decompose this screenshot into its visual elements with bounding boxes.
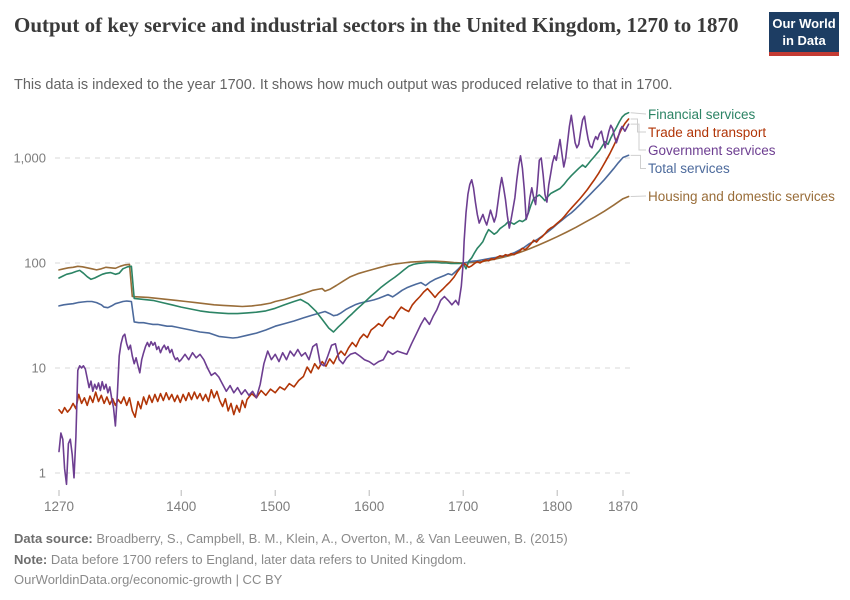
chart-subtitle: This data is indexed to the year 1700. I… [14,77,673,93]
y-tick-label: 1 [39,466,46,481]
owid-logo-line1: Our World [772,16,836,31]
chart-title: Output of key service and industrial sec… [14,13,739,37]
footer-note-line: Note: Data before 1700 refers to England… [14,550,568,571]
footer-note-label: Note: [14,551,48,567]
footer-note-text: Data before 1700 refers to England, late… [47,551,467,567]
footer-source-label: Data source: [14,531,93,546]
series-line-housing-and-domestic-services[interactable] [58,195,630,308]
series-line-financial-services[interactable] [58,111,630,333]
x-tick-label: 1600 [354,499,384,514]
x-tick-label: 1870 [608,499,638,514]
legend-connector [630,154,646,169]
x-tick-label: 1400 [166,499,196,514]
owid-logo: Our World in Data [769,12,839,56]
footer: Data source: Broadberry, S., Campbell, B… [14,529,568,591]
legend-connector [630,123,646,151]
footer-source-text: Broadberry, S., Campbell, B. M., Klein, … [92,531,568,546]
owid-logo-line2: in Data [782,32,826,48]
x-tick-label: 1800 [542,499,572,514]
footer-source-line: Data source: Broadberry, S., Campbell, B… [14,529,568,550]
y-tick-label: 1,000 [13,151,46,166]
y-tick-label: 100 [24,256,46,271]
x-tick-label: 1500 [260,499,290,514]
legend-connector [630,118,646,133]
x-tick-label: 1700 [448,499,478,514]
footer-citation[interactable]: OurWorldinData.org/economic-growth | CC … [14,572,283,588]
legend-connector [630,112,647,115]
series-line-government-services[interactable] [58,114,630,486]
series-line-trade-and-transport[interactable] [58,118,630,418]
x-tick-label: 1270 [44,499,74,514]
y-tick-label: 10 [32,361,46,376]
